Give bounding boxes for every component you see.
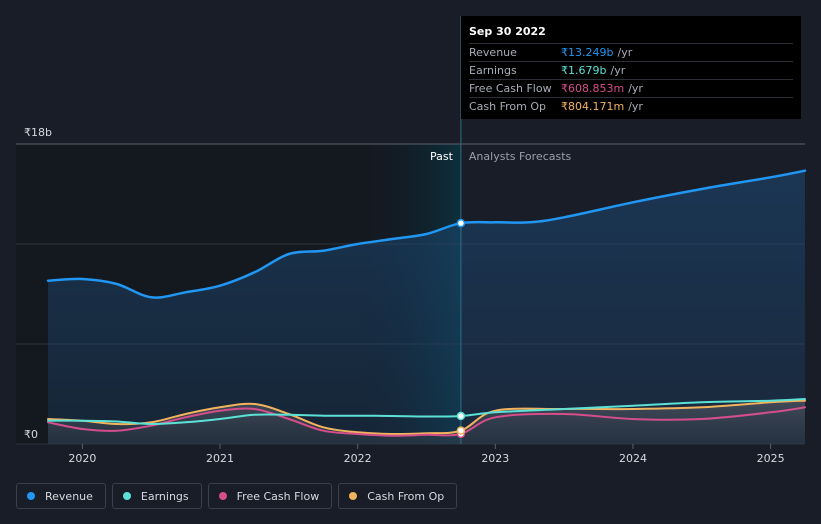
x-tick-label: 2020 bbox=[68, 452, 96, 465]
tooltip: Sep 30 2022 Revenue ₹13.249b /yr Earning… bbox=[461, 16, 801, 119]
legend-dot-icon bbox=[27, 492, 35, 500]
legend: Revenue Earnings Free Cash Flow Cash Fro… bbox=[16, 483, 458, 509]
tooltip-label: Revenue bbox=[469, 46, 517, 59]
tooltip-value: ₹13.249b bbox=[561, 46, 614, 59]
x-tick-label: 2024 bbox=[619, 452, 647, 465]
tooltip-row-earnings: Earnings ₹1.679b /yr bbox=[469, 61, 793, 79]
tooltip-row-revenue: Revenue ₹13.249b /yr bbox=[469, 43, 793, 61]
revenue-area bbox=[48, 170, 805, 444]
legend-label: Free Cash Flow bbox=[236, 489, 320, 503]
past-label: Past bbox=[430, 150, 454, 163]
legend-item-free-cash-flow[interactable]: Free Cash Flow bbox=[207, 483, 333, 509]
low-series-area bbox=[48, 400, 805, 444]
legend-dot-icon bbox=[122, 492, 131, 500]
tooltip-value: ₹1.679b bbox=[561, 64, 607, 77]
legend-label: Cash From Op bbox=[367, 489, 445, 503]
tooltip-value: ₹804.171m bbox=[561, 100, 625, 113]
series-line-revenue bbox=[46, 169, 807, 299]
chart: ₹18b ₹0 2020 2021 2022 2023 2024 2025 Past Analys… bbox=[16, 16, 807, 465]
tooltip-unit: /yr bbox=[628, 100, 643, 113]
legend-label: Earnings bbox=[140, 489, 189, 503]
y-tick-label: ₹0 bbox=[24, 428, 38, 441]
x-tick-label: 2022 bbox=[344, 452, 372, 465]
tooltip-label: Cash From Op bbox=[469, 100, 547, 113]
legend-dot-icon bbox=[218, 492, 227, 500]
tooltip-row-cash-from-op: Cash From Op ₹804.171m /yr bbox=[469, 97, 793, 115]
tooltip-row-free-cash-flow: Free Cash Flow ₹608.853m /yr bbox=[469, 79, 793, 97]
tooltip-unit: /yr bbox=[617, 46, 633, 59]
legend-item-earnings[interactable]: Earnings bbox=[111, 483, 202, 509]
series-line-free-cash-flow bbox=[47, 406, 806, 437]
x-tick-label: 2021 bbox=[206, 452, 234, 465]
legend-item-cash-from-op[interactable]: Cash From Op bbox=[338, 483, 458, 509]
tooltip-value: ₹608.853m bbox=[561, 82, 625, 95]
marker-earnings bbox=[456, 411, 466, 421]
tooltip-date: Sep 30 2022 bbox=[469, 25, 546, 38]
tooltip-label: Earnings bbox=[469, 64, 517, 77]
tooltip-unit: /yr bbox=[628, 82, 643, 95]
tooltip-label: Free Cash Flow bbox=[469, 82, 552, 95]
legend-label: Revenue bbox=[45, 489, 93, 503]
forecast-label: Analysts Forecasts bbox=[469, 150, 572, 163]
tooltip-unit: /yr bbox=[610, 64, 626, 77]
legend-dot-icon bbox=[349, 492, 358, 500]
legend-item-revenue[interactable]: Revenue bbox=[16, 483, 106, 509]
series-line-cash-from-op bbox=[47, 399, 806, 436]
x-tick-label: 2023 bbox=[481, 452, 509, 465]
x-tick-label: 2025 bbox=[757, 452, 785, 465]
marker-revenue bbox=[456, 218, 466, 228]
y-tick-label: ₹18b bbox=[24, 126, 52, 139]
marker-cash-from-op bbox=[456, 426, 466, 435]
series-line-earnings bbox=[47, 398, 806, 426]
